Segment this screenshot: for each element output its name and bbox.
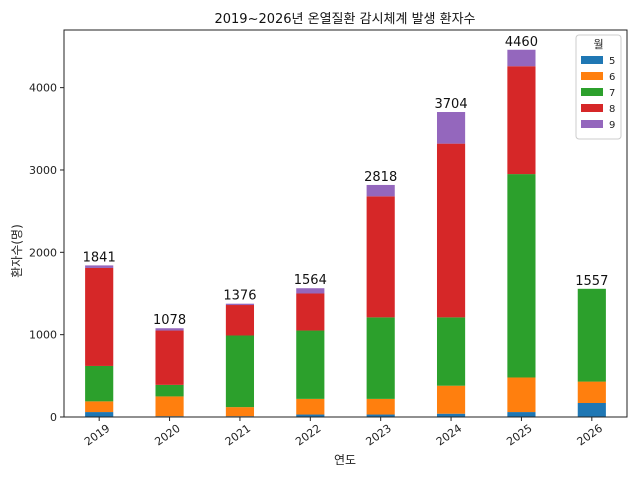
total-label-2025: 4460 [505,35,538,50]
bar-segment-2023-month-9 [366,184,395,197]
bar-segment-2022-month-7 [296,330,325,399]
bar-segment-2019-month-7 [85,365,114,402]
x-tick-label-2026: 2026 [575,422,605,449]
plot-area: 1841 2019 1078 2020 1376 2021 1564 2022 2818 2023… [29,29,628,449]
x-tick-label-2021: 2021 [223,422,253,449]
bar-segment-2021-month-9 [225,303,255,306]
y-tick-label-3000: 3000 [29,164,57,177]
legend-swatch-6 [581,72,603,80]
bar-segment-2025-month-6 [507,377,536,413]
x-tick-label-2025: 2025 [504,422,534,449]
bar-segment-2022-month-8 [296,293,325,331]
total-label-2021: 1376 [223,289,256,304]
bar-segment-2024-month-6 [436,385,466,414]
bar-segment-2026-month-5 [577,403,606,417]
bar-segment-2024-month-5 [436,413,466,417]
bar-segment-2021-month-7 [225,335,255,408]
y-tick-label-1000: 1000 [29,329,57,342]
bar-segment-2023-month-6 [366,398,395,415]
total-label-2019: 1841 [83,250,116,265]
x-tick-label-2020: 2020 [152,422,182,449]
chart-title: 2019~2026년 온열질환 감시체계 발생 환자수 [214,12,475,27]
bar-segment-2024-month-7 [436,317,466,386]
bar-segment-2025-month-7 [507,174,536,378]
bar-segment-2020-month-9 [155,328,184,331]
bar-segment-2023-month-5 [366,414,395,417]
legend-title: 월 [593,38,603,51]
legend-swatch-9 [581,120,603,128]
bar-segment-2020-month-6 [155,396,184,417]
bar-segment-2024-month-9 [436,112,466,144]
x-tick-label-2022: 2022 [293,422,323,449]
bar-segment-2026-month-6 [577,381,606,403]
bar-segment-2019-month-6 [85,401,114,413]
legend-label-6: 6 [609,72,615,83]
total-label-2024: 3704 [435,97,468,112]
total-label-2023: 2818 [364,170,397,185]
y-axis-title: 환자수(명) [10,224,24,278]
bar-segment-2020-month-7 [155,384,184,397]
legend-swatch-8 [581,104,603,112]
bar-segment-2022-month-9 [296,288,325,294]
legend-swatch-5 [581,56,603,64]
bar-segment-2022-month-5 [296,414,325,417]
y-tick-label-4000: 4000 [29,82,57,95]
bar-segment-2021-month-8 [225,305,255,336]
legend-label-9: 9 [609,120,615,131]
x-tick-label-2024: 2024 [434,422,464,449]
bar-segment-2025-month-9 [507,49,536,67]
bar-segment-2019-month-8 [85,267,114,366]
legend-label-8: 8 [609,104,615,115]
x-axis-title: 연도 [334,453,356,467]
y-tick-label-0: 0 [50,411,57,424]
total-label-2020: 1078 [153,313,186,328]
x-tick-label-2019: 2019 [82,422,112,449]
bar-segment-2019-month-5 [85,412,114,417]
bar-segment-2024-month-8 [436,143,466,318]
bar-segment-2025-month-8 [507,66,536,175]
bar-segment-2019-month-9 [85,265,114,268]
legend-swatch-7 [581,88,603,96]
bar-segment-2025-month-5 [507,412,536,417]
total-label-2026: 1557 [575,274,608,289]
bar-segment-2023-month-8 [366,196,395,318]
x-tick-label-2023: 2023 [363,422,393,449]
bar-segment-2020-month-8 [155,330,184,385]
legend-label-7: 7 [609,88,615,99]
bar-segment-2021-month-6 [225,407,255,417]
bar-segment-2023-month-7 [366,317,395,399]
legend-label-5: 5 [609,56,615,67]
total-label-2022: 1564 [294,273,327,288]
y-tick-label-2000: 2000 [29,246,57,259]
bar-segment-2022-month-6 [296,398,325,415]
bar-segment-2026-month-7 [577,288,606,382]
plot-frame [63,29,628,418]
legend: 월5 6 7 8 9 [575,34,622,140]
